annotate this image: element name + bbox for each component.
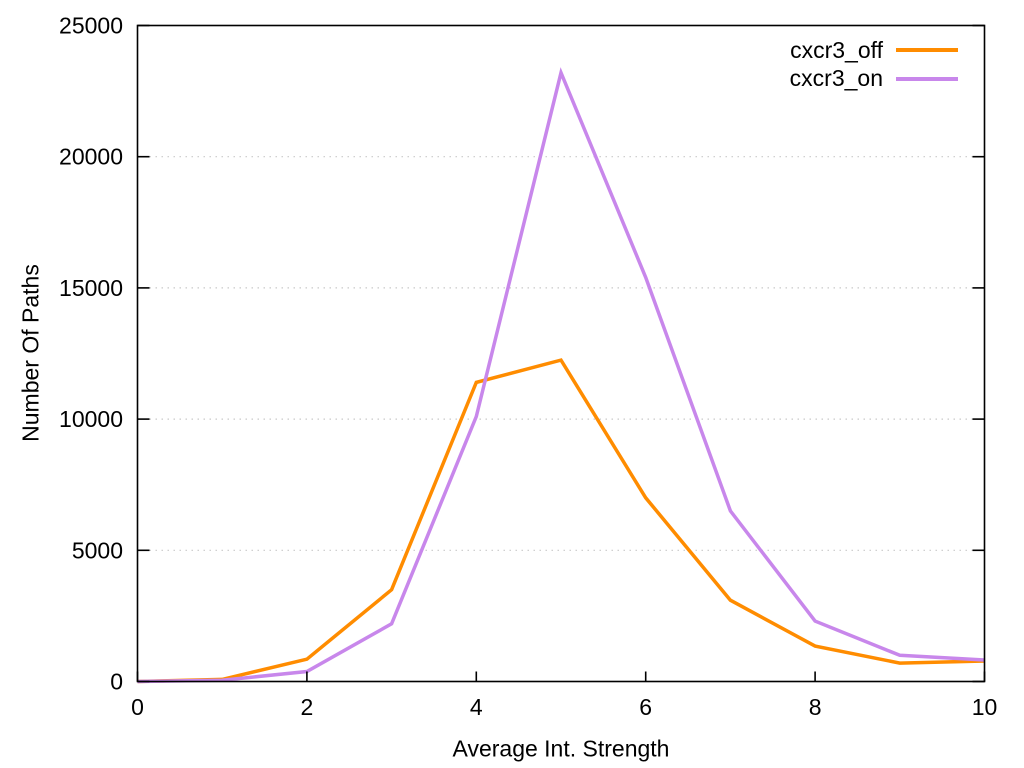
x-tick-label-10: 10 [972,694,998,720]
y-tick-label-5000: 5000 [72,537,123,563]
x-tick-label-4: 4 [470,694,483,720]
plot-border [136,24,986,683]
legend-line-sample-cxcr3-off [896,48,958,53]
x-tick-label-0: 0 [131,694,144,720]
x-axis-title: Average Int. Strength [452,735,670,762]
legend-label-cxcr3-off: cxcr3_off [790,36,883,63]
y-tick-label-15000: 15000 [59,275,123,301]
x-tick-label-6: 6 [639,694,652,720]
legend-line-sample-cxcr3-on [896,76,958,81]
x-tick-label-2: 2 [301,694,314,720]
x-tick-label-8: 8 [809,694,822,720]
legend: cxcr3_off cxcr3_on [790,36,958,93]
legend-item-cxcr3-off: cxcr3_off [790,36,958,65]
y-tick-label-0: 0 [110,669,123,695]
series-line-cxcr3_off [137,358,985,684]
y-tick-label-10000: 10000 [59,406,123,432]
y-tick-label-25000: 25000 [59,13,123,39]
legend-label-cxcr3-on: cxcr3_on [789,65,883,92]
legend-item-cxcr3-on: cxcr3_on [790,65,958,94]
series-line-cxcr3_on [137,67,985,684]
y-tick-label-20000: 20000 [59,144,123,170]
y-axis-title: Number Of Paths [17,264,44,442]
